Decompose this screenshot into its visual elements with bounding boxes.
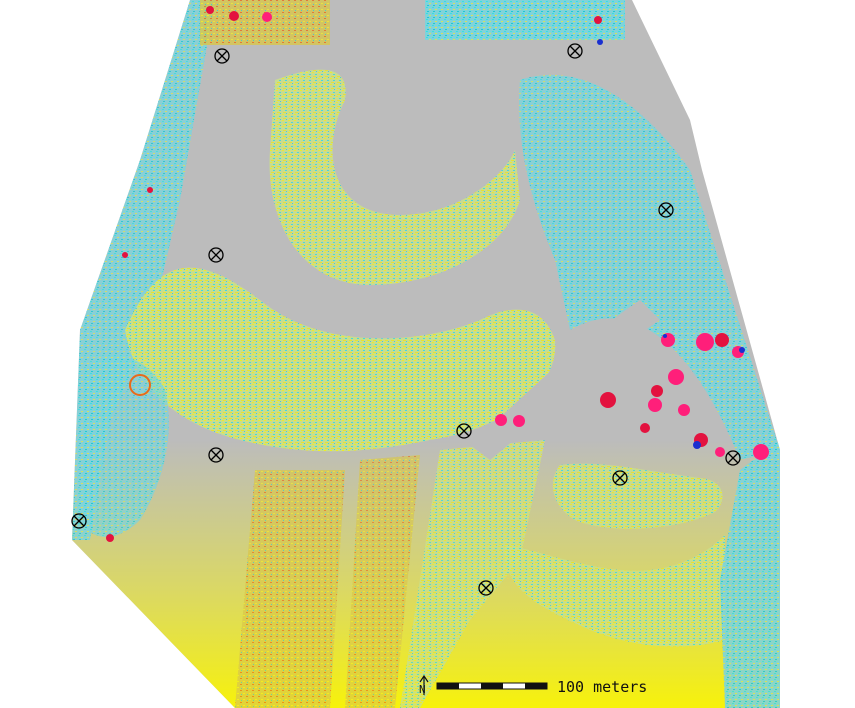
upper-c-berm bbox=[269, 69, 520, 285]
south-strip-center bbox=[345, 455, 420, 708]
control-point-marker[interactable] bbox=[208, 447, 224, 463]
north-arrow-icon: N bbox=[419, 674, 429, 696]
control-point-marker[interactable] bbox=[658, 202, 674, 218]
control-point-marker[interactable] bbox=[214, 48, 230, 64]
control-point-marker[interactable] bbox=[725, 450, 741, 466]
east-slope bbox=[519, 74, 780, 461]
southeast-berm-upper bbox=[552, 463, 723, 529]
scale-bar-group: N 100 meters bbox=[419, 674, 647, 696]
scale-label: 100 meters bbox=[557, 678, 647, 696]
southeast-berm-lower bbox=[504, 535, 725, 647]
control-point-marker[interactable] bbox=[208, 247, 224, 263]
scale-bar bbox=[436, 682, 548, 690]
control-point-marker[interactable] bbox=[71, 513, 87, 529]
middle-arc-berm bbox=[125, 267, 556, 452]
west-berm bbox=[80, 355, 169, 537]
control-point-marker[interactable] bbox=[567, 43, 583, 59]
north-lot-west bbox=[200, 0, 330, 45]
control-point-markers bbox=[71, 43, 741, 596]
control-point-marker[interactable] bbox=[478, 580, 494, 596]
north-label: N bbox=[419, 683, 426, 696]
north-lot-east bbox=[425, 0, 625, 40]
south-strip-west bbox=[235, 470, 345, 708]
southeast-edge-strip bbox=[720, 440, 780, 708]
control-point-marker[interactable] bbox=[456, 423, 472, 439]
tree-clusters bbox=[106, 6, 769, 542]
control-point-marker[interactable] bbox=[612, 470, 628, 486]
south-strip-east bbox=[400, 440, 545, 708]
